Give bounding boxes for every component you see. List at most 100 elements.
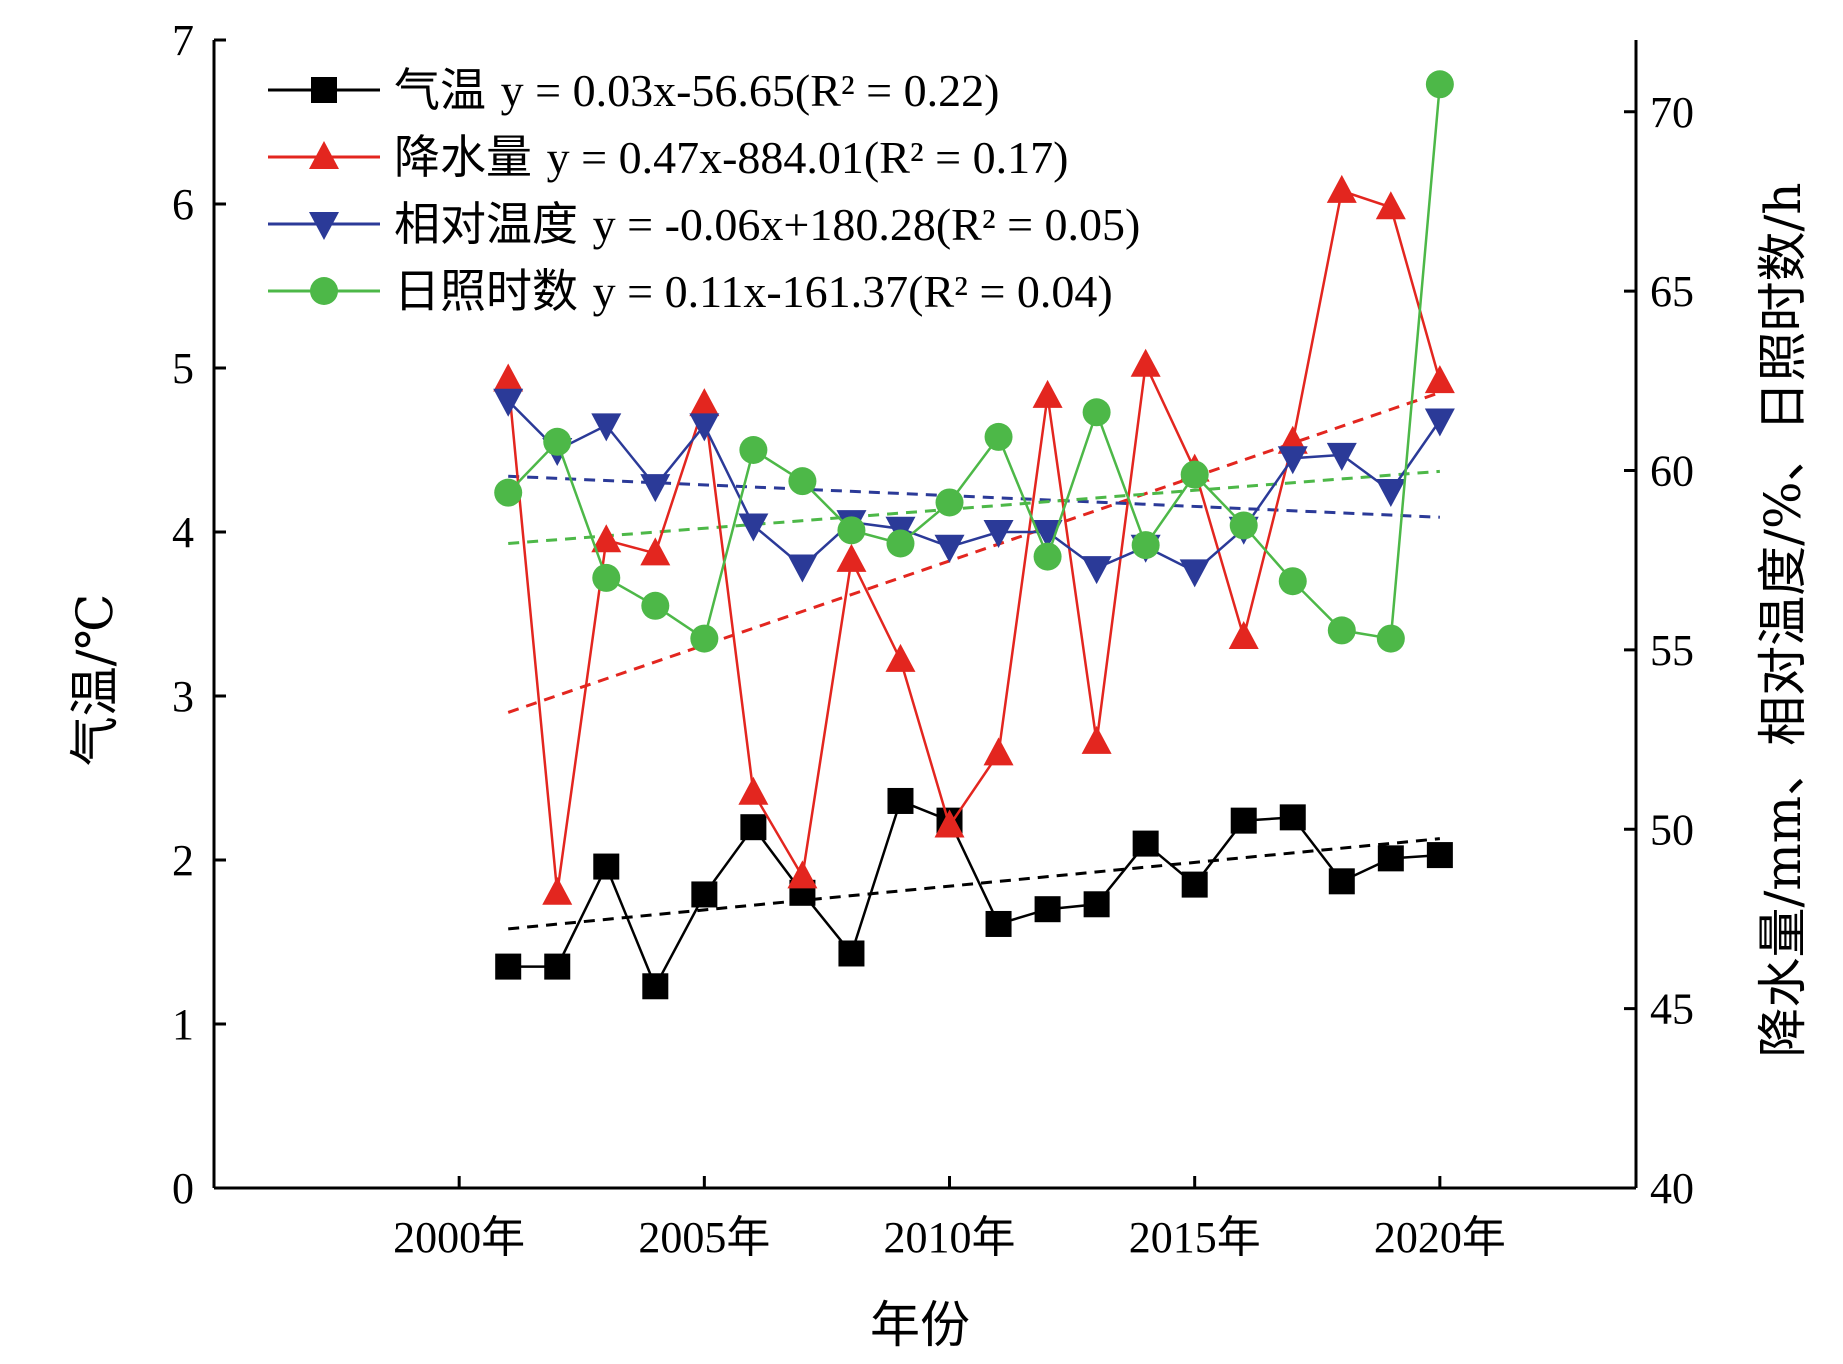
- data-point: [691, 881, 718, 908]
- data-point: [1426, 842, 1453, 869]
- data-point: [1130, 348, 1161, 377]
- data-point: [495, 953, 522, 980]
- data-point: [1131, 531, 1160, 560]
- x-tick-label: 2020年: [1374, 1213, 1506, 1262]
- x-tick-label: 2000年: [393, 1213, 525, 1262]
- data-point: [689, 388, 720, 417]
- data-point: [640, 474, 671, 503]
- y-left-tick-label: 6: [172, 180, 194, 229]
- y-right-tick-label: 70: [1650, 88, 1694, 137]
- data-point: [1229, 511, 1258, 540]
- data-point: [1326, 174, 1357, 203]
- series-0: [495, 787, 1453, 1000]
- data-point: [740, 814, 767, 841]
- data-point: [1083, 891, 1110, 918]
- data-point: [1424, 408, 1455, 437]
- series-group: [493, 70, 1455, 1000]
- data-point: [935, 488, 964, 517]
- data-point: [1279, 804, 1306, 831]
- data-point: [738, 776, 769, 805]
- data-point: [838, 940, 865, 967]
- data-point: [1327, 616, 1356, 645]
- legend-equation: y = 0.47x-884.01(R² = 0.17): [547, 132, 1069, 183]
- y-right-tick-label: 65: [1650, 267, 1694, 316]
- x-axis-title: 年份: [870, 1296, 970, 1354]
- data-point: [837, 516, 866, 545]
- data-point: [1375, 191, 1406, 220]
- legend: 气温 y = 0.03x-56.65(R² = 0.22) 降水量 y = 0.4…: [268, 63, 1140, 318]
- y-left-tick-label: 4: [172, 508, 194, 557]
- data-point: [640, 537, 671, 566]
- data-point: [1179, 559, 1210, 588]
- y-right-tick-label: 40: [1650, 1164, 1694, 1213]
- data-point: [1082, 398, 1111, 427]
- legend-series-name: 日照时数: [394, 264, 593, 318]
- data-point: [543, 427, 572, 456]
- legend-equation: y = -0.06x+180.28(R² = 0.05): [593, 199, 1141, 250]
- data-point: [593, 853, 620, 880]
- data-point: [591, 524, 622, 553]
- data-point: [641, 591, 670, 620]
- data-point: [1375, 479, 1406, 507]
- y-axis-left-title: 气温/℃: [66, 594, 124, 767]
- y-right-tick-label: 45: [1650, 985, 1694, 1034]
- data-point: [739, 436, 768, 464]
- data-point: [886, 529, 915, 558]
- data-point: [984, 422, 1013, 451]
- data-point: [1326, 442, 1357, 471]
- x-tick-label: 2005年: [638, 1213, 770, 1262]
- data-point: [1132, 830, 1159, 857]
- data-point: [542, 876, 573, 905]
- data-point: [1181, 871, 1208, 898]
- y-right-tick-label: 60: [1650, 447, 1694, 496]
- data-point: [1277, 446, 1308, 475]
- legend-series-name: 气温: [394, 63, 501, 117]
- data-point: [494, 478, 523, 507]
- data-point: [1081, 725, 1112, 754]
- data-point: [738, 513, 769, 542]
- y-right-tick-label: 55: [1650, 626, 1694, 675]
- series-2: [493, 388, 1455, 588]
- y-left-tick-label: 5: [172, 344, 194, 393]
- data-point: [1034, 896, 1061, 923]
- y-left-tick-label: 0: [172, 1164, 194, 1213]
- data-point: [544, 953, 571, 980]
- legend-label: 降水量 y = 0.47x-884.01(R² = 0.17): [394, 130, 1068, 184]
- legend-marker: [309, 141, 339, 169]
- x-tick-label: 2010年: [884, 1213, 1016, 1262]
- y-axis-right-title: 降水量/mm、相对温度/%、日照时数/h: [1754, 182, 1812, 1057]
- y-left-tick-label: 1: [172, 1000, 194, 1049]
- legend-label: 相对温度 y = -0.06x+180.28(R² = 0.05): [394, 197, 1140, 251]
- legend-entry-1: 降水量 y = 0.47x-884.01(R² = 0.17): [268, 130, 1068, 184]
- data-point: [1376, 624, 1405, 653]
- series-3: [494, 70, 1454, 653]
- data-point: [642, 973, 669, 1000]
- data-point: [592, 563, 621, 592]
- data-point: [1424, 365, 1455, 394]
- data-point: [689, 413, 720, 442]
- axes: 2000年 2005年 2010年 2015年 2020年012345674045505…: [172, 16, 1694, 1262]
- data-point: [934, 534, 965, 563]
- data-point: [836, 543, 867, 572]
- trend-lines: [507, 391, 1441, 931]
- y-left-tick-label: 3: [172, 672, 194, 721]
- legend-series-name: 相对温度: [394, 197, 593, 251]
- y-left-tick-label: 2: [172, 836, 194, 885]
- data-point: [1081, 556, 1112, 585]
- data-point: [1278, 567, 1307, 596]
- data-point: [493, 363, 524, 392]
- y-left-tick-label: 7: [172, 16, 194, 65]
- data-point: [985, 910, 1012, 937]
- legend-series-name: 降水量: [394, 130, 547, 184]
- legend-equation: y = 0.11x-161.37(R² = 0.04): [593, 266, 1113, 317]
- y-right-tick-label: 50: [1650, 805, 1694, 854]
- series-1: [493, 174, 1455, 905]
- trend-line-0: [508, 837, 1441, 931]
- data-point: [1033, 542, 1062, 571]
- data-point: [787, 860, 818, 889]
- data-point: [885, 643, 916, 672]
- data-point: [1425, 70, 1454, 99]
- data-point: [1230, 807, 1257, 834]
- data-point: [1032, 379, 1063, 408]
- data-point: [788, 467, 817, 496]
